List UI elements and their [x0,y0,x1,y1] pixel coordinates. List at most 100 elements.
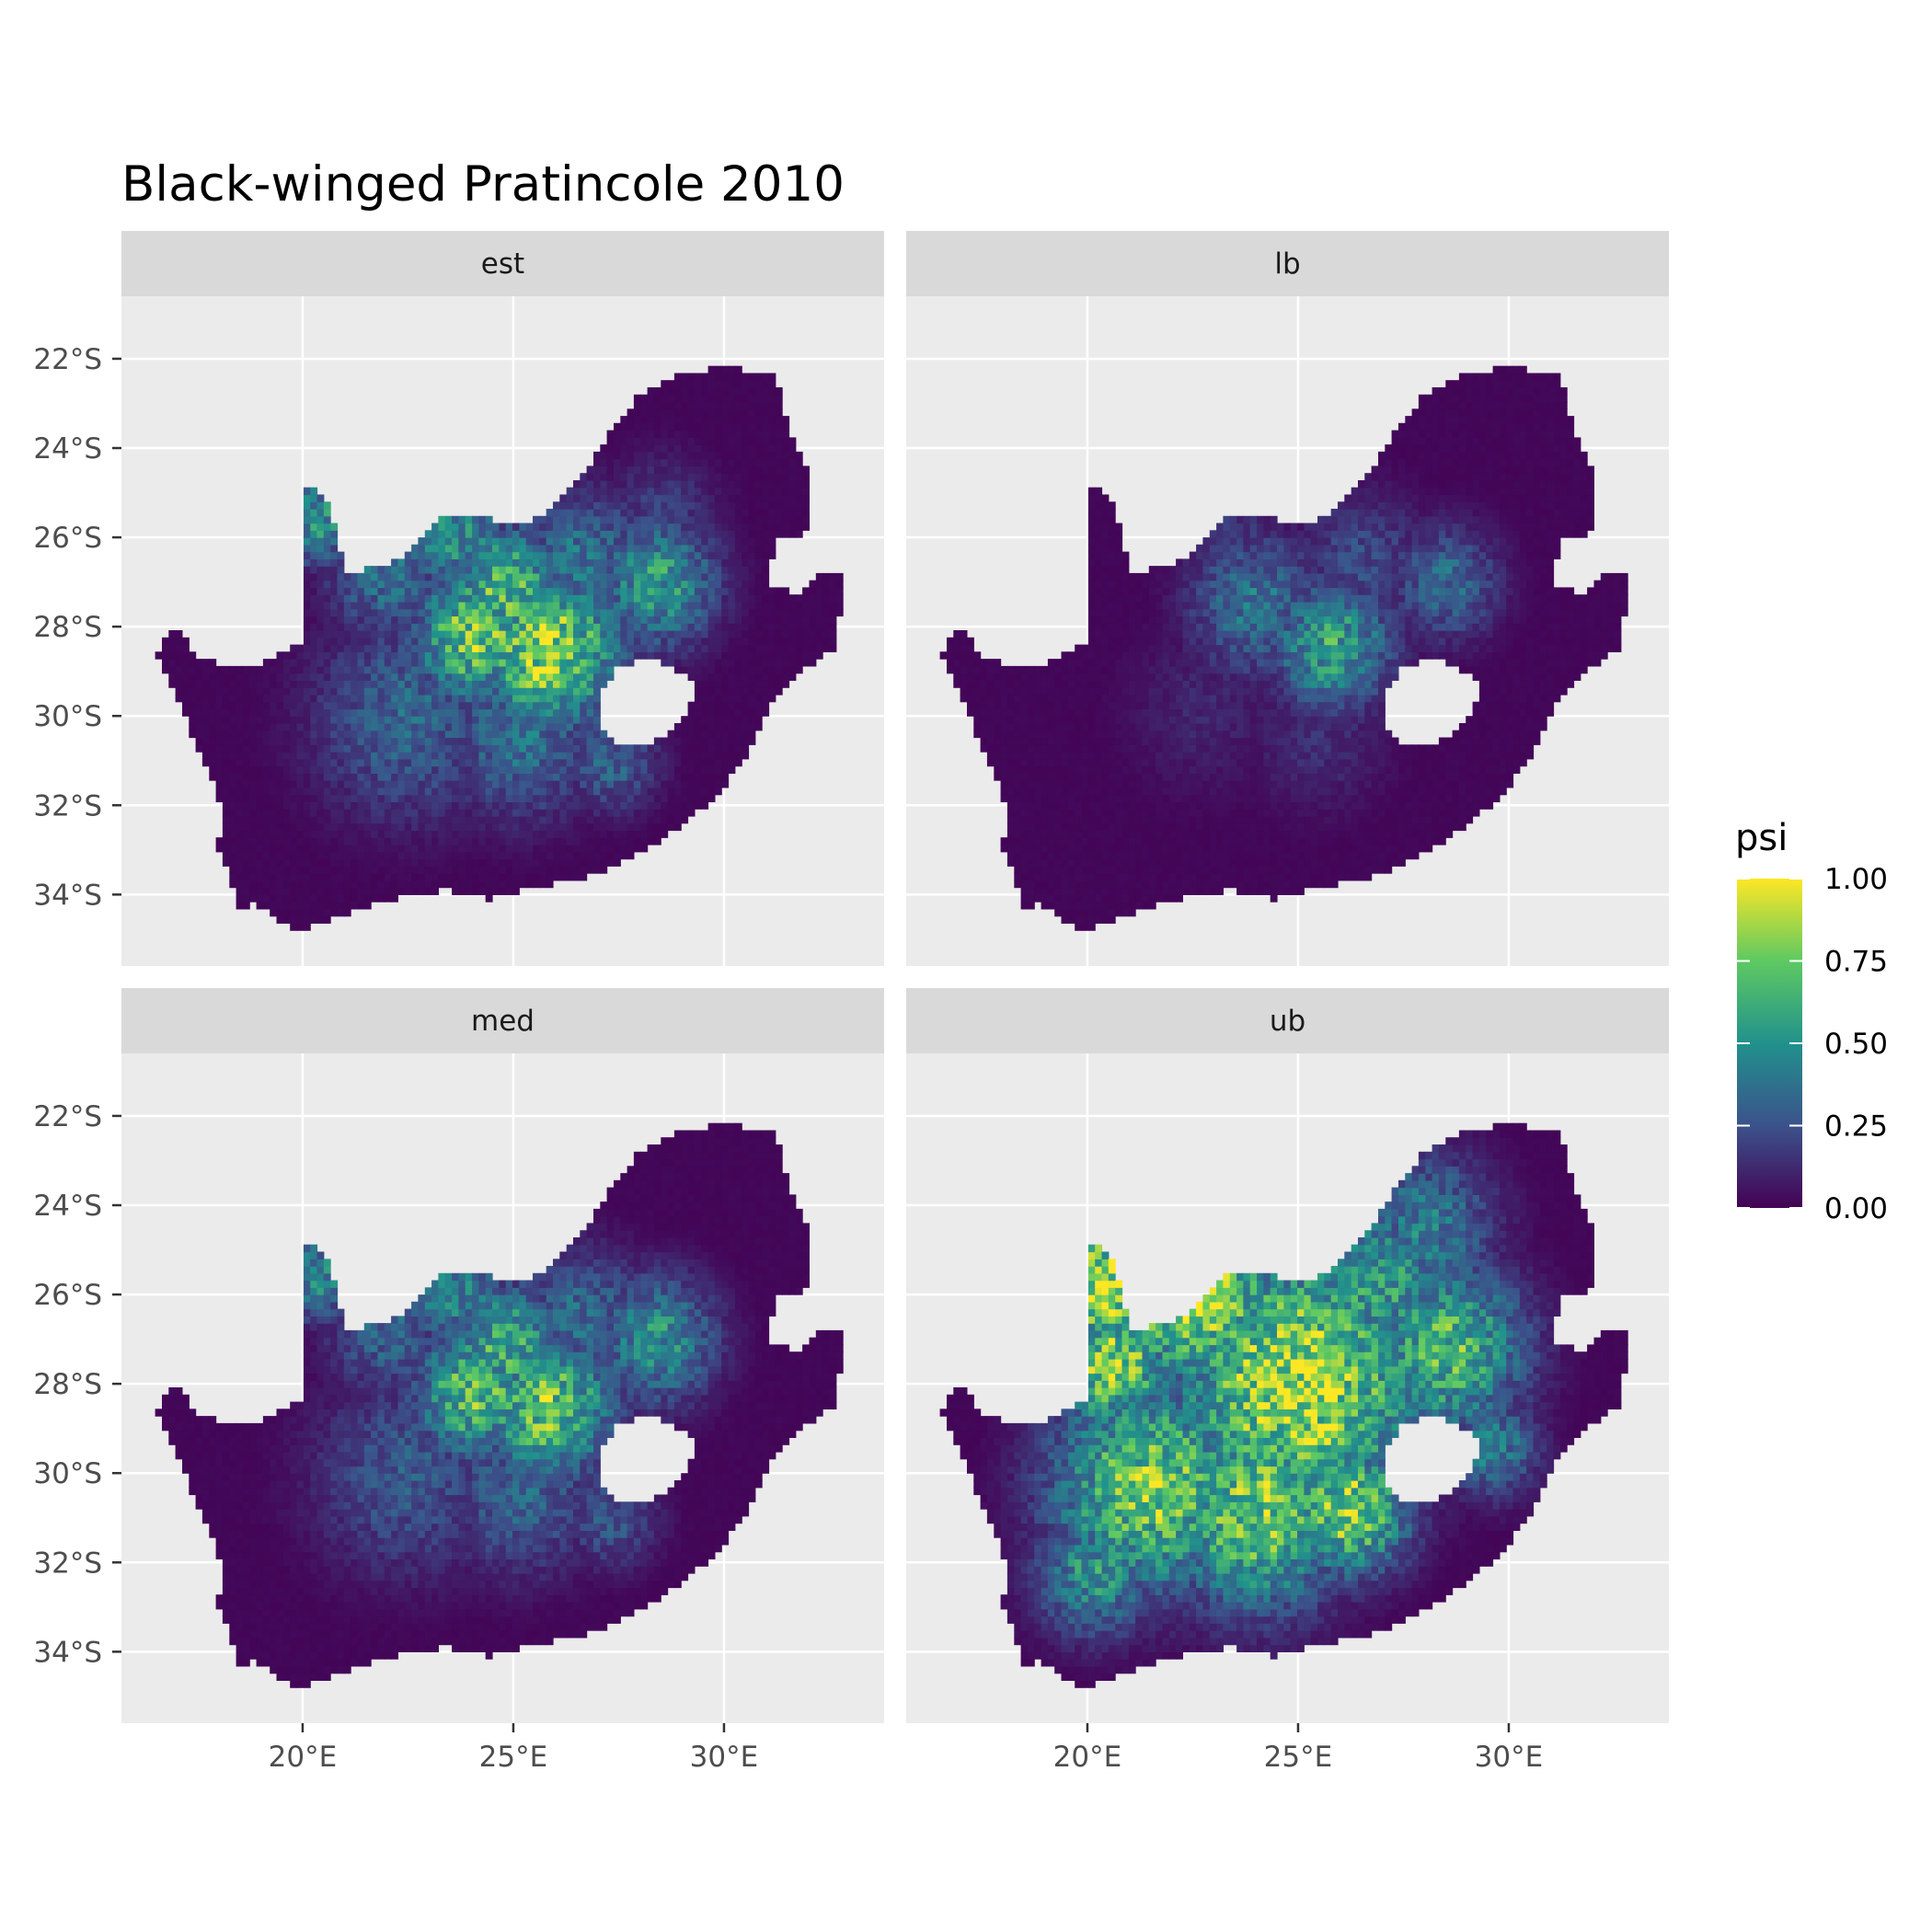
psi-cell [587,780,594,788]
psi-cell [701,623,708,630]
psi-cell [445,744,453,752]
psi-cell [506,752,513,759]
psi-cell [539,537,546,545]
psi-cell [458,809,466,816]
psi-cell [539,702,546,709]
psi-cell [486,566,493,573]
psi-cell [297,752,305,759]
psi-cell [385,666,392,673]
psi-cell [445,816,453,823]
psi-cell [600,623,607,630]
psi-cell [290,759,297,766]
psi-cell [776,651,783,659]
psi-cell [438,623,445,630]
psi-cell [519,573,526,581]
psi-cell [1082,788,1089,795]
psi-cell [358,645,365,652]
psi-cell [317,759,325,766]
psi-cell [668,581,675,588]
psi-cell [600,488,607,495]
psi-cell [344,795,351,802]
psi-cell [338,623,345,630]
psi-cell [445,666,453,673]
psi-cell [431,623,439,630]
psi-cell [466,552,473,559]
psi-cell [533,845,540,852]
psi-cell [425,773,432,780]
psi-cell [243,902,250,909]
psi-cell [587,616,594,624]
psi-cell [1054,673,1062,681]
psi-cell [472,823,479,831]
psi-cell [600,558,607,566]
psi-cell [304,523,311,531]
psi-cell [567,702,574,709]
psi-cell [721,395,729,402]
psi-cell [810,602,817,609]
psi-cell [283,788,291,795]
psi-cell [418,716,425,723]
psi-cell [640,480,648,488]
psi-cell [506,708,513,716]
psi-cell [648,766,655,774]
psi-cell [1001,708,1008,716]
psi-cell [640,766,648,774]
psi-cell [472,801,479,809]
psi-cell [385,573,392,581]
psi-cell [391,673,398,681]
psi-cell [304,902,311,909]
psi-cell [816,638,823,645]
psi-cell [351,680,358,687]
psi-cell [263,902,270,909]
psi-cell [506,801,513,809]
psi-cell [445,866,453,873]
psi-cell [729,659,736,666]
psi-cell [438,523,445,531]
psi-cell [614,602,621,609]
psi-cell [661,530,668,537]
psi-cell [243,866,250,873]
psi-cell [559,687,567,695]
psi-cell [519,837,526,845]
psi-cell [371,573,378,581]
psi-cell [661,537,668,545]
psi-cell [674,630,682,638]
psi-cell [499,645,506,652]
psi-cell [263,666,270,673]
psi-cell [344,687,351,695]
psi-cell [674,416,682,423]
psi-cell [607,581,615,588]
psi-cell [607,837,615,845]
psi-cell [391,573,398,581]
psi-cell [425,852,432,859]
psi-cell [168,680,176,687]
psi-cell [755,380,763,387]
psi-cell [539,780,546,788]
psi-cell [506,859,513,867]
psi-cell [304,859,311,867]
psi-cell [533,823,540,831]
psi-cell [358,730,365,738]
psi-cell [654,444,661,452]
psi-cell [385,795,392,802]
psi-cell [324,509,331,516]
psi-cell [304,495,311,502]
psi-cell [580,766,587,774]
psi-cell [688,723,696,730]
psi-cell [391,766,398,774]
psi-cell [277,738,284,745]
psi-cell [472,773,479,780]
psi-cell [371,680,378,687]
psi-cell [755,602,763,609]
psi-cell [236,759,244,766]
psi-cell [1075,837,1082,845]
psi-cell [769,651,776,659]
psi-cell [458,795,466,802]
psi-cell [742,545,749,552]
psi-cell [304,602,311,609]
psi-cell [270,809,277,816]
psi-cell [438,845,445,852]
psi-cell [1021,880,1029,888]
psi-cell [688,738,696,745]
psi-cell [358,659,365,666]
